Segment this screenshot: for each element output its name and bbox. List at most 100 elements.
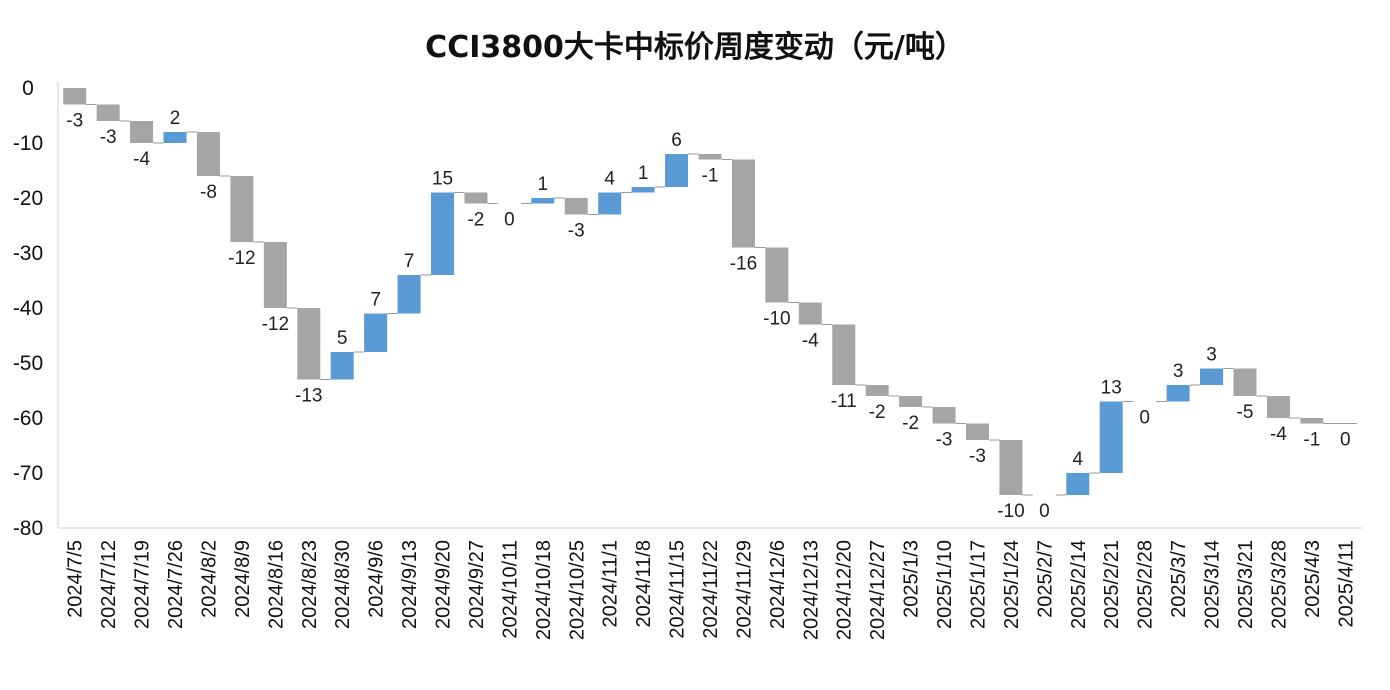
waterfall-bar [899,396,923,407]
waterfall-bar [1166,385,1190,402]
data-label: 1 [638,163,649,184]
chart-title: CCI3800大卡中标价周度变动（元/吨） [425,30,965,65]
data-label: 5 [337,328,348,349]
data-label: 1 [538,174,549,195]
x-tick-label: 2024/11/1 [600,540,622,628]
y-tick-label: -30 [13,242,43,265]
waterfall-bar [798,302,822,325]
x-tick-label: 2025/2/21 [1101,540,1123,629]
waterfall-bar [1099,401,1123,473]
data-label: -2 [467,210,484,231]
data-label: -16 [730,254,757,275]
data-label: -4 [133,149,150,170]
data-label: -3 [568,221,585,242]
x-tick-label: 2024/10/18 [533,540,555,640]
waterfall-bar [330,352,354,380]
data-label: -13 [295,386,322,407]
data-label: 15 [432,169,453,190]
waterfall-bar [631,187,655,193]
x-tick-label: 2024/11/29 [733,540,755,639]
data-label: -1 [702,166,719,187]
waterfall-bar [865,385,889,396]
waterfall-bar [163,132,187,143]
x-tick-label: 2025/2/28 [1135,540,1157,629]
waterfall-bar [1066,473,1090,495]
data-label: 6 [671,130,682,151]
data-label: 0 [504,210,515,231]
data-label: -3 [969,446,986,467]
x-tick-label: 2025/1/17 [967,540,989,629]
x-tick-label: 2025/3/21 [1235,540,1257,629]
waterfall-bar [263,242,287,308]
x-tick-label: 2024/8/23 [299,540,321,629]
waterfall-bar [598,192,622,215]
data-label: -10 [997,501,1024,522]
data-label: 0 [1139,408,1150,429]
x-tick-label: 2024/9/6 [366,540,388,618]
y-tick-label: -50 [13,352,43,375]
data-label: 4 [1073,449,1084,470]
x-tick-label: 2024/7/12 [98,540,120,629]
data-label: 2 [170,108,181,129]
data-label: -11 [831,391,857,412]
data-label: -4 [1270,424,1287,445]
x-tick-label: 2024/9/27 [466,540,488,629]
waterfall-bar [832,324,856,385]
x-tick-label: 2024/7/19 [132,540,154,629]
waterfall-bar [230,176,254,242]
y-tick-label: 0 [22,77,34,100]
waterfall-bar [464,192,488,204]
data-label: 7 [404,251,415,272]
x-tick-label: 2024/7/26 [165,540,187,629]
waterfall-bar [999,440,1023,495]
x-tick-label: 2024/9/20 [433,540,455,629]
waterfall-bar [965,423,989,440]
waterfall-bar [1266,396,1290,418]
data-label: 3 [1206,345,1217,366]
x-tick-label: 2024/9/13 [399,540,421,629]
data-label: 0 [1340,430,1351,451]
data-label: -4 [802,331,819,352]
x-tick-label: 2025/3/7 [1168,540,1190,618]
data-label: -5 [1237,402,1254,423]
data-label: -12 [228,248,255,269]
x-tick-label: 2025/2/14 [1068,540,1090,629]
x-tick-label: 2025/1/3 [901,540,923,618]
waterfall-bar [731,159,755,248]
y-tick-label: -80 [13,517,43,540]
data-label: -3 [100,127,117,148]
waterfall-bar [63,88,87,105]
x-tick-label: 2025/2/7 [1034,540,1056,618]
x-tick-label: 2024/11/22 [700,540,722,639]
data-label: 0 [1039,501,1050,522]
waterfall-bar [665,154,689,187]
data-label: -3 [936,430,953,451]
waterfall-bar [1200,368,1224,385]
x-tick-label: 2025/1/10 [934,540,956,629]
y-tick-label: -70 [13,462,43,485]
y-tick-label: -10 [13,132,43,155]
waterfall-bar [932,407,956,424]
waterfall-bar [1233,368,1257,396]
data-label: -2 [869,402,886,423]
x-tick-label: 2024/7/5 [65,540,87,618]
waterfall-bar [431,192,455,275]
data-label: -2 [902,413,919,434]
waterfall-bar [564,198,588,215]
waterfall-bar [765,247,789,303]
x-tick-label: 2024/10/25 [566,540,588,640]
data-label: 13 [1101,378,1122,399]
data-label: -1 [1303,430,1320,451]
y-tick-label: -60 [13,407,43,430]
waterfall-bar [297,308,321,380]
data-label: 4 [604,169,615,190]
data-label: -10 [763,309,790,330]
x-tick-label: 2024/8/9 [232,540,254,618]
waterfall-bar [196,132,220,176]
data-label: 3 [1173,361,1184,382]
x-tick-label: 2024/11/8 [633,540,655,628]
x-tick-label: 2024/8/16 [265,540,287,629]
waterfall-bar [698,154,722,160]
x-tick-label: 2024/12/6 [767,540,789,629]
x-tick-label: 2025/3/28 [1268,540,1290,629]
